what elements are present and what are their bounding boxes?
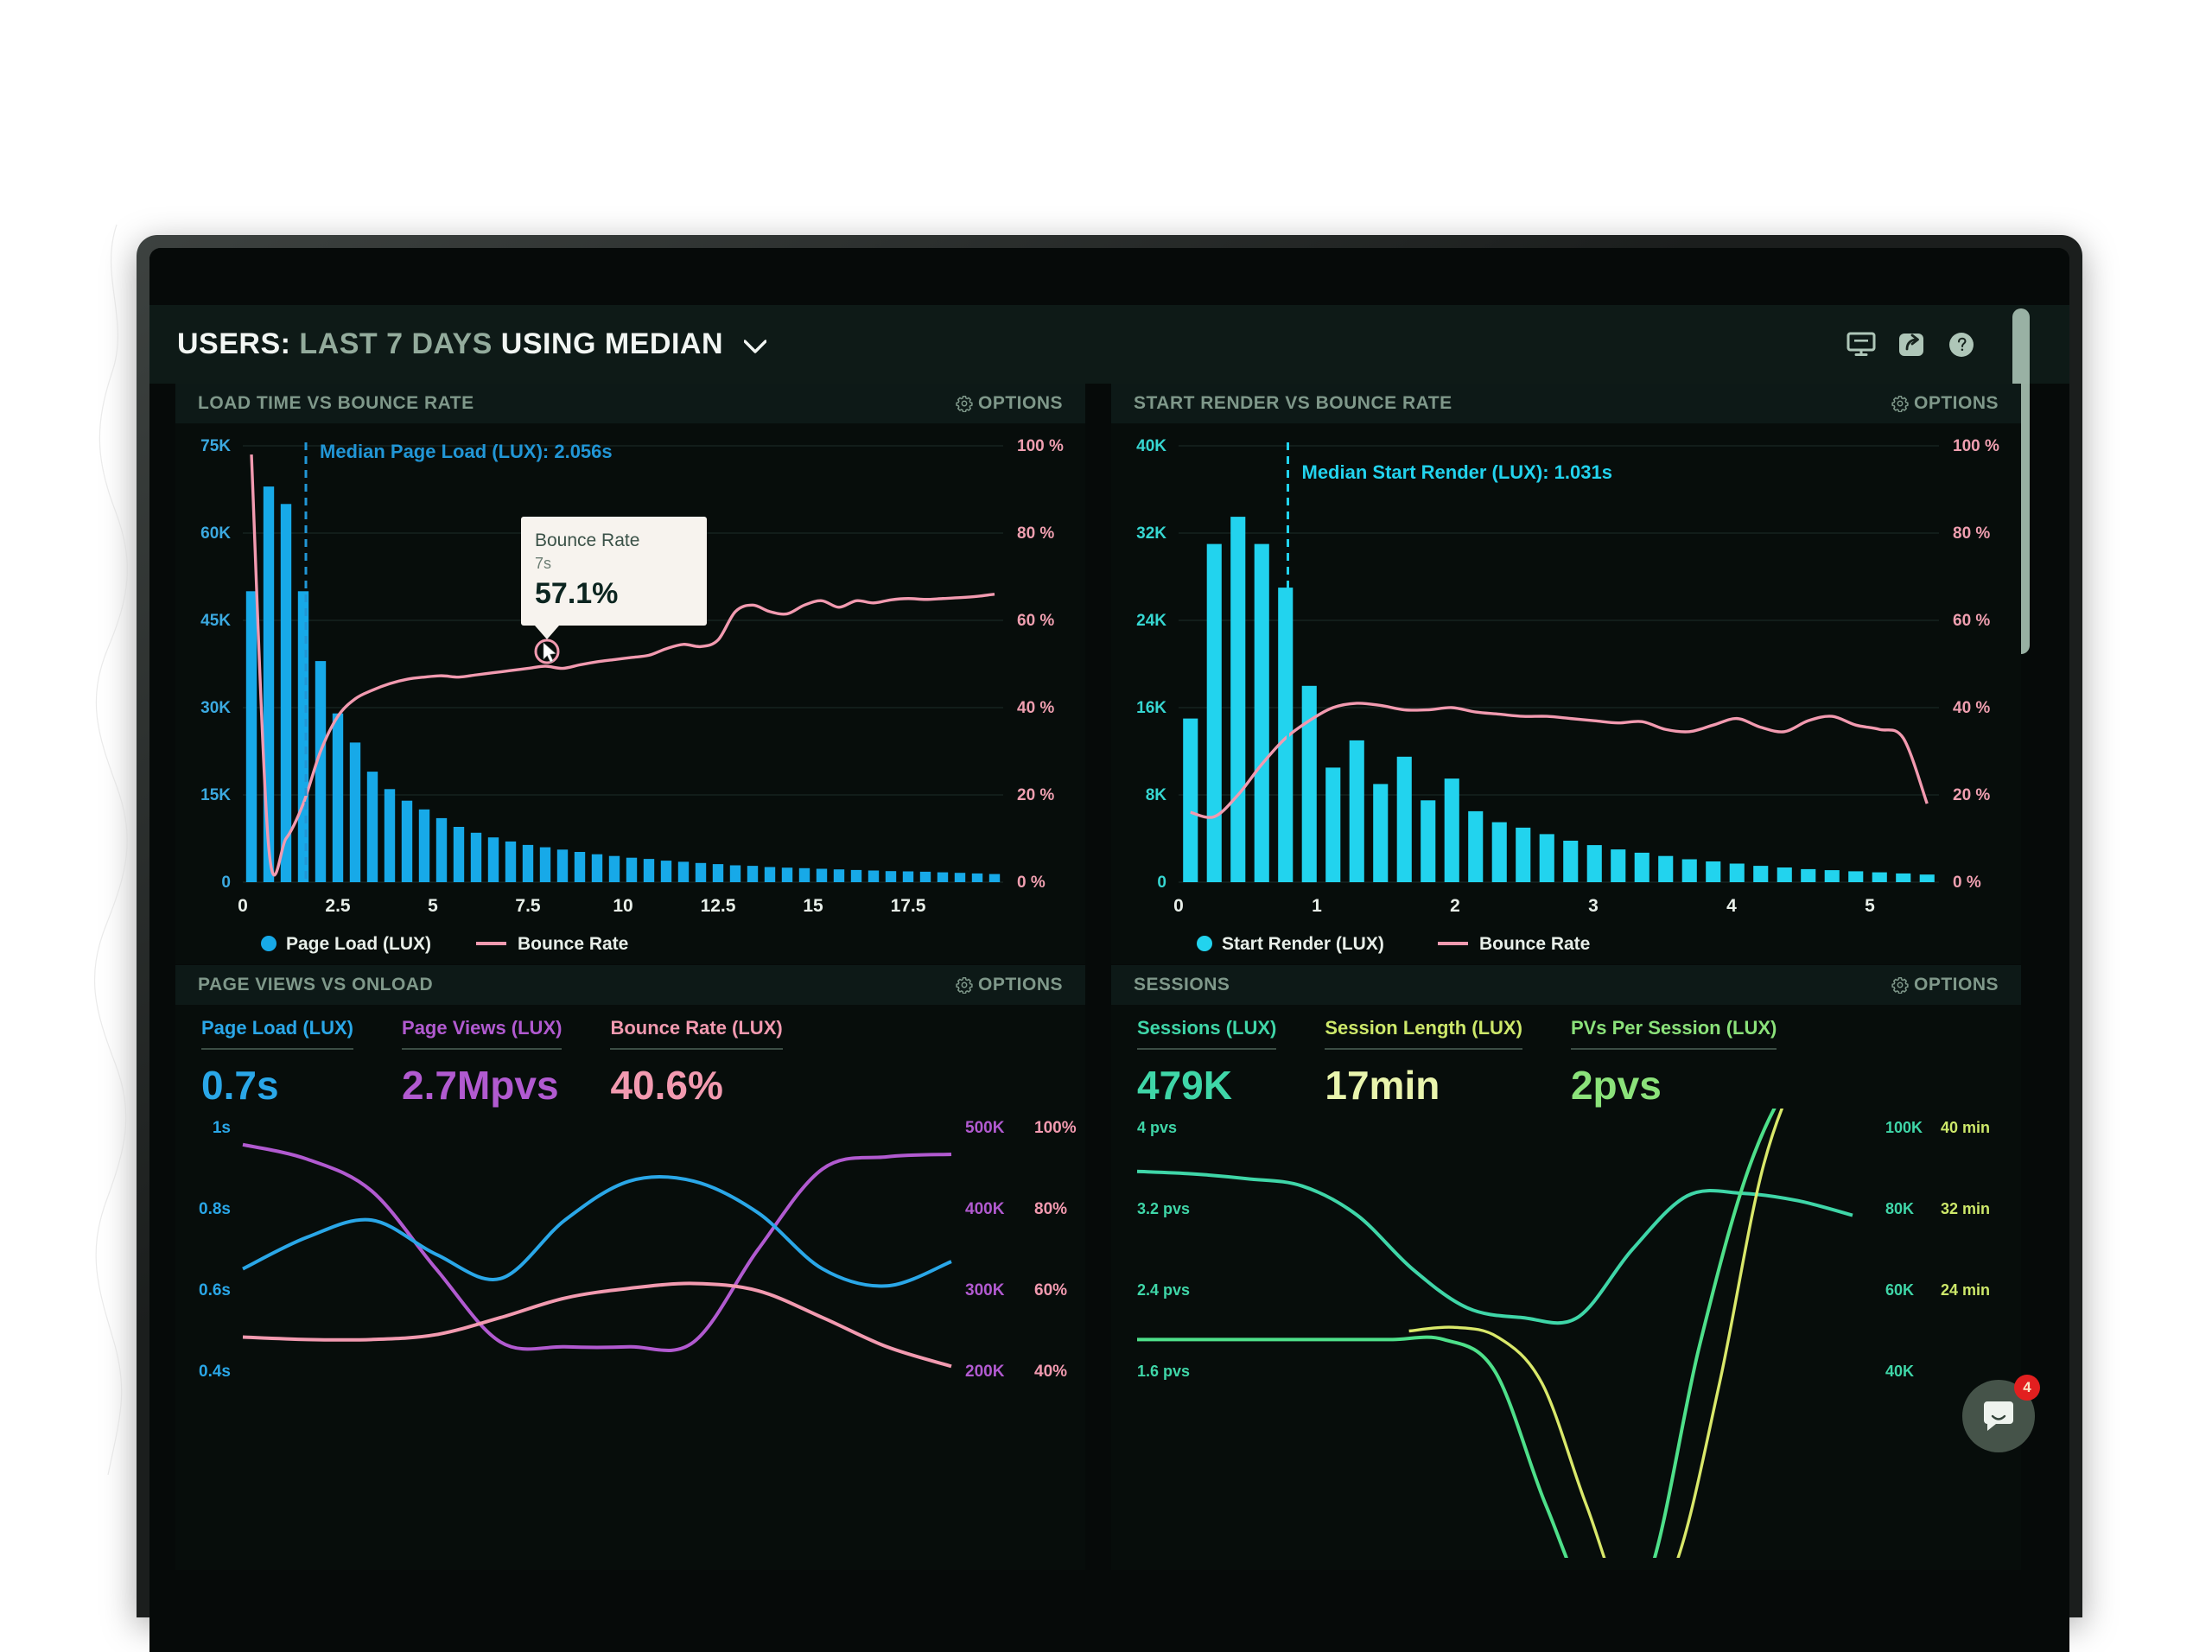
svg-text:0.6s: 0.6s (199, 1281, 231, 1299)
svg-text:75K: 75K (200, 437, 231, 455)
svg-text:8K: 8K (1146, 786, 1167, 804)
svg-text:40%: 40% (1034, 1363, 1067, 1381)
svg-text:200K: 200K (965, 1363, 1005, 1381)
svg-text:Median Start Render (LUX): 1.0: Median Start Render (LUX): 1.031s (1302, 461, 1612, 483)
svg-text:Bounce Rate: Bounce Rate (535, 531, 639, 550)
svg-text:80%: 80% (1034, 1200, 1067, 1218)
svg-text:4: 4 (1726, 896, 1737, 916)
svg-text:12.5: 12.5 (701, 896, 736, 916)
svg-text:100%: 100% (1034, 1119, 1077, 1137)
svg-text:Page Load (LUX): Page Load (LUX) (286, 934, 431, 954)
svg-text:0: 0 (1157, 874, 1166, 892)
svg-text:16K: 16K (1136, 699, 1166, 717)
svg-text:80 %: 80 % (1953, 524, 1990, 543)
svg-text:30K: 30K (200, 699, 231, 717)
svg-text:10: 10 (613, 896, 632, 916)
svg-text:1: 1 (1312, 896, 1322, 916)
svg-text:Bounce Rate: Bounce Rate (518, 934, 628, 954)
svg-text:Bounce Rate: Bounce Rate (1479, 934, 1590, 954)
svg-text:0: 0 (238, 896, 248, 916)
svg-text:100 %: 100 % (1017, 437, 1064, 455)
svg-text:2.5: 2.5 (325, 896, 351, 916)
svg-text:40 min: 40 min (1941, 1119, 1990, 1136)
svg-text:400K: 400K (965, 1200, 1005, 1218)
svg-text:80K: 80K (1885, 1200, 1914, 1217)
svg-text:2: 2 (1450, 896, 1460, 916)
svg-text:57.1%: 57.1% (535, 577, 618, 610)
svg-text:60K: 60K (200, 524, 231, 543)
svg-text:60%: 60% (1034, 1281, 1067, 1299)
svg-text:4 pvs: 4 pvs (1137, 1119, 1177, 1136)
svg-text:5: 5 (428, 896, 438, 916)
svg-text:500K: 500K (965, 1119, 1005, 1137)
svg-text:32K: 32K (1136, 524, 1166, 543)
svg-text:0.4s: 0.4s (199, 1363, 231, 1381)
svg-text:0: 0 (1173, 896, 1184, 916)
svg-text:1s: 1s (213, 1119, 231, 1137)
svg-text:60 %: 60 % (1953, 612, 1990, 630)
svg-text:24 min: 24 min (1941, 1281, 1990, 1299)
svg-text:15: 15 (803, 896, 823, 916)
svg-text:24K: 24K (1136, 612, 1166, 630)
svg-text:7.5: 7.5 (515, 896, 541, 916)
svg-text:40 %: 40 % (1953, 699, 1990, 717)
svg-text:3: 3 (1588, 896, 1599, 916)
svg-text:0: 0 (221, 874, 231, 892)
svg-text:40 %: 40 % (1017, 699, 1054, 717)
svg-text:300K: 300K (965, 1281, 1005, 1299)
svg-text:32 min: 32 min (1941, 1200, 1990, 1217)
svg-text:15K: 15K (200, 786, 231, 804)
svg-text:20 %: 20 % (1017, 786, 1054, 804)
svg-text:2.4 pvs: 2.4 pvs (1137, 1281, 1190, 1299)
svg-text:3.2 pvs: 3.2 pvs (1137, 1200, 1190, 1217)
svg-text:100 %: 100 % (1953, 437, 1999, 455)
svg-text:60 %: 60 % (1017, 612, 1054, 630)
svg-text:5: 5 (1865, 896, 1875, 916)
svg-text:Median Page Load (LUX): 2.056s: Median Page Load (LUX): 2.056s (320, 441, 613, 462)
svg-text:Start Render (LUX): Start Render (LUX) (1222, 934, 1384, 954)
svg-text:17.5: 17.5 (891, 896, 926, 916)
svg-text:60K: 60K (1885, 1281, 1914, 1299)
svg-text:0 %: 0 % (1017, 874, 1046, 892)
svg-text:40K: 40K (1885, 1363, 1914, 1380)
svg-text:7s: 7s (535, 555, 551, 572)
svg-text:1.6 pvs: 1.6 pvs (1137, 1363, 1190, 1380)
svg-text:45K: 45K (200, 612, 231, 630)
svg-text:80 %: 80 % (1017, 524, 1054, 543)
svg-text:40K: 40K (1136, 437, 1166, 455)
svg-text:20 %: 20 % (1953, 786, 1990, 804)
svg-text:100K: 100K (1885, 1119, 1923, 1136)
svg-text:0 %: 0 % (1953, 874, 1981, 892)
svg-text:0.8s: 0.8s (199, 1200, 231, 1218)
